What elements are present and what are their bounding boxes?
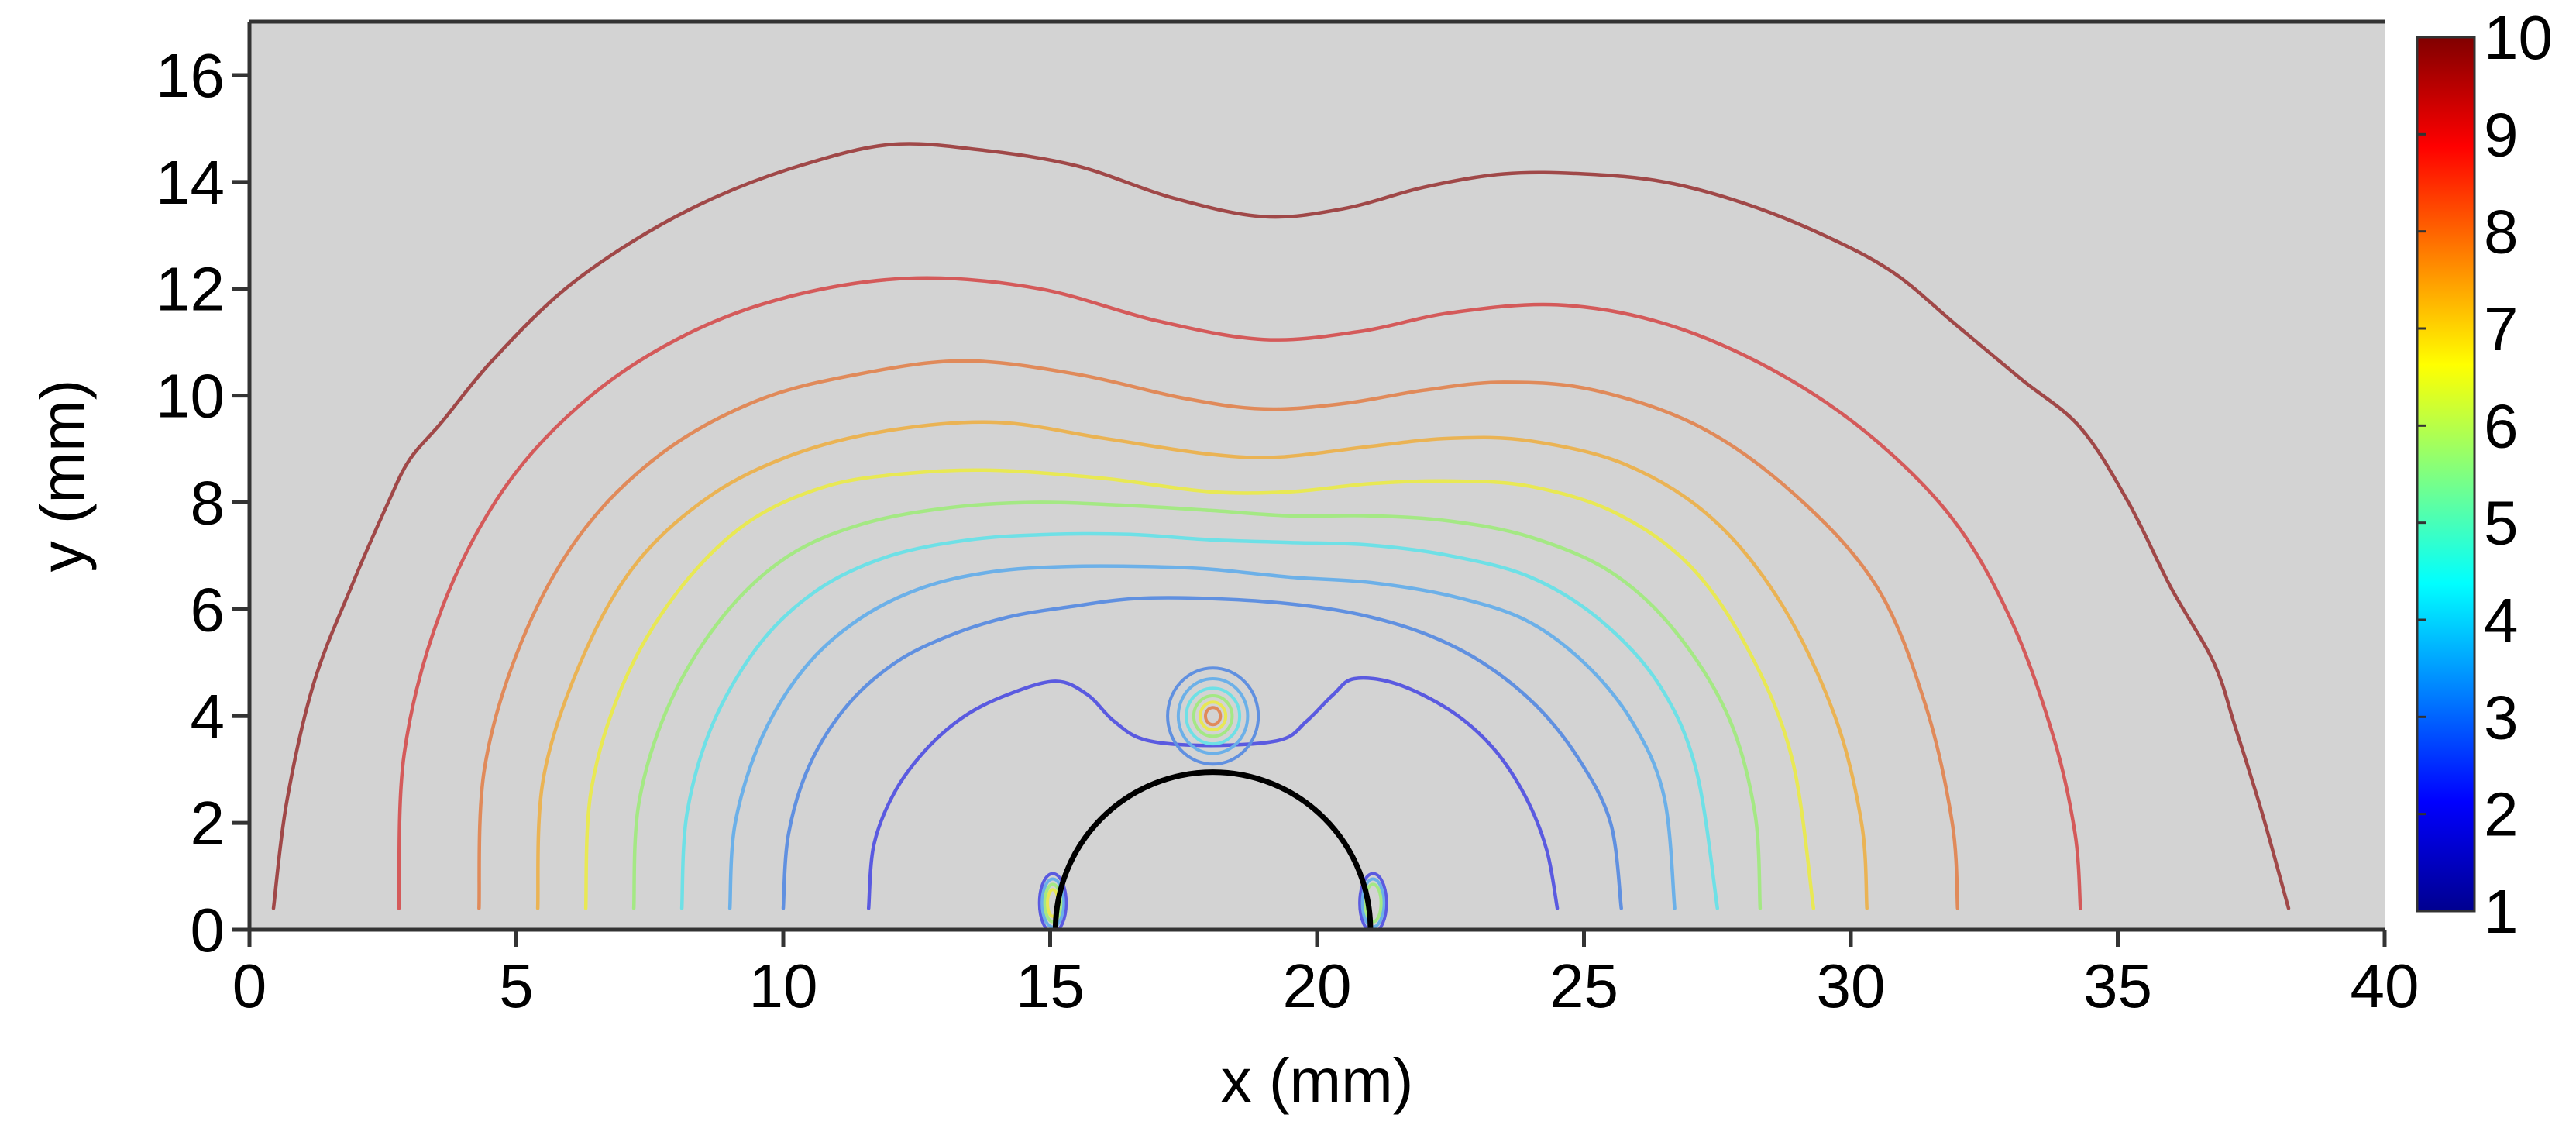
contour-line-2 [727,564,1677,910]
plot-background [249,22,2385,930]
colorbar-tick-group: 1 2 3 4 5 6 7 8 9 10 [2417,3,2553,946]
y-tick-label: 4 [191,682,225,751]
x-tick-label: 25 [1549,951,1618,1020]
colorbar-tick-label: 5 [2484,489,2519,558]
x-tick-label: 0 [232,951,267,1020]
y-tick-label: 14 [156,148,225,217]
y-tick-label: 6 [191,575,225,644]
y-tick-label: 0 [191,896,225,965]
colorbar-tick-label: 6 [2484,391,2519,460]
colorbar [2416,36,2476,913]
source-ring-2 [1185,686,1242,746]
contour-line-5 [583,468,1816,910]
contour-line-0 [866,676,1560,910]
contour-line-1 [781,596,1623,910]
source-ring-3 [1192,694,1234,738]
contour-blobs [1037,666,1388,930]
source-ring-1 [1176,676,1250,755]
x-axis-label: x (mm) [1221,1046,1414,1115]
x-tick-label: 10 [749,951,818,1020]
contour-line-8 [397,276,2082,910]
contour-line-3 [679,531,1720,910]
colorbar-tick-label: 10 [2484,3,2553,72]
colorbar-tick-label: 7 [2484,294,2519,363]
y-tick-label: 2 [191,789,225,858]
colorbar-tick-label: 4 [2484,586,2519,655]
y-axis-label: y (mm) [28,380,97,573]
contour-line-9 [271,142,2291,910]
x-tick-label: 30 [1817,951,1886,1020]
colorbar-tick-label: 3 [2484,683,2519,752]
edge-blob-1-2 [1364,882,1383,924]
edge-blob-0-2 [1043,882,1063,924]
y-tick-label: 8 [191,468,225,537]
x-tick-label: 40 [2351,951,2420,1020]
x-tick-group: 0 5 10 15 20 25 30 35 40 [232,930,2420,1020]
colorbar-tick-label: 1 [2484,877,2519,946]
x-tick-label: 35 [2083,951,2152,1020]
x-tick-label: 5 [499,951,534,1020]
edge-blob-0-0 [1037,872,1068,930]
y-tick-group: 0 2 4 6 8 10 12 14 16 [156,41,249,965]
contour-line-7 [477,359,1960,910]
source-ring-4 [1199,700,1228,732]
x-tick-label: 15 [1016,951,1085,1020]
edge-blob-1-0 [1358,872,1388,930]
colorbar-tick-label: 8 [2484,198,2519,267]
colorbar-tick-label: 2 [2484,780,2519,849]
source-ring-0 [1166,666,1260,766]
semicircle-obstacle [1052,769,1374,930]
source-ring-5 [1203,706,1223,727]
contour-lines [271,142,2291,910]
contour-line-4 [631,500,1763,910]
colorbar-tick-label: 9 [2484,100,2519,169]
y-tick-label: 12 [156,255,225,324]
contour-line-6 [535,420,1869,910]
x-tick-label: 20 [1283,951,1352,1020]
y-tick-label: 16 [156,41,225,110]
y-tick-label: 10 [156,362,225,431]
